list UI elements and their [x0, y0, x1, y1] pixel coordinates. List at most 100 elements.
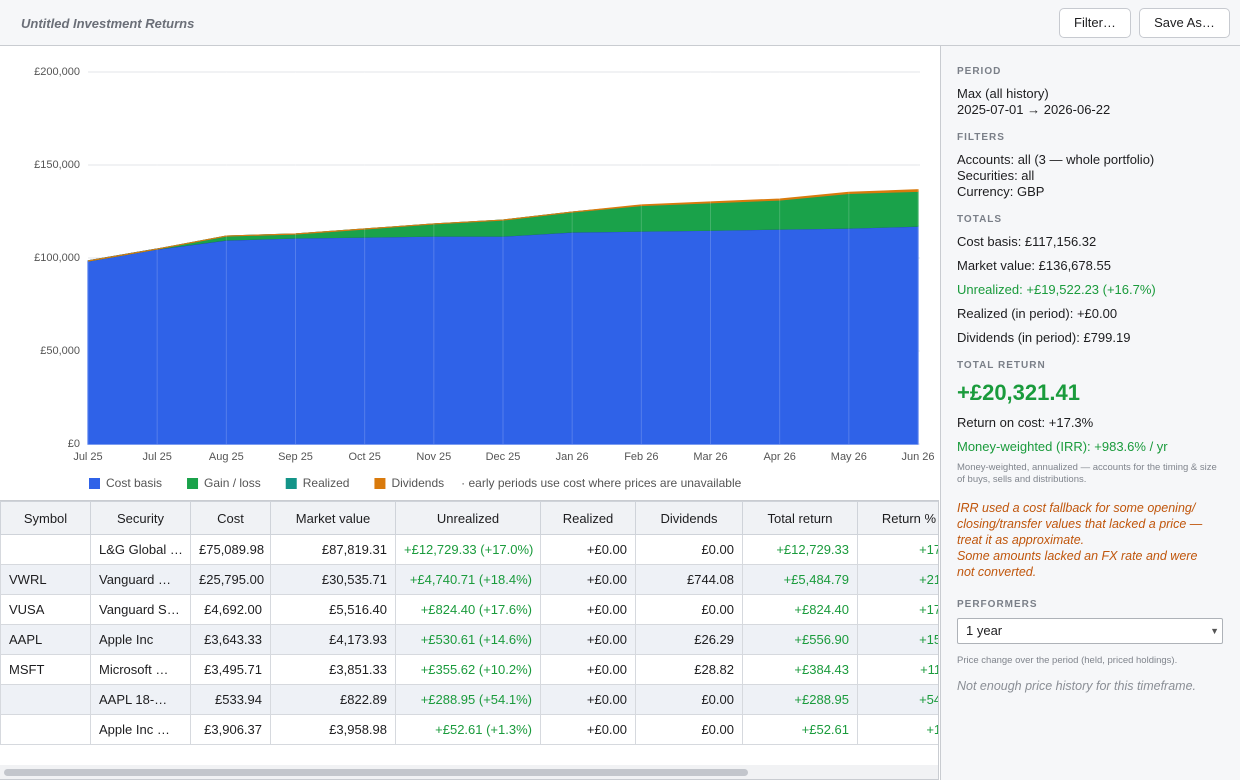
table-cell: +1.3: [857, 714, 938, 745]
holdings-table: Symbol Security Cost Market value Unrealized…: [0, 501, 938, 745]
x-tick-label: Aug 25: [209, 451, 244, 463]
table-cell: +£824.40 (+17.6%): [395, 594, 541, 625]
section-heading: TOTAL RETURN: [957, 360, 1046, 371]
table-cell: +17.0: [857, 534, 938, 565]
column-header: Security: [90, 501, 191, 535]
scrollbar-thumb[interactable]: [4, 769, 748, 776]
legend-swatch: [89, 478, 100, 489]
legend-swatch: [187, 478, 199, 489]
return-line: Return on cost: +17.3%: [957, 415, 1094, 430]
table-cell: [0, 684, 91, 715]
table-cell: £75,089.98: [190, 534, 271, 565]
table-cell: +£0.00: [540, 684, 636, 715]
legend-swatch: [374, 478, 386, 489]
table-cell: £4,173.93: [270, 624, 396, 655]
empty-message: Not enough price history for this timefr…: [957, 679, 1196, 693]
table-cell: +£384.43: [742, 654, 858, 685]
table-cell: +21.3: [857, 564, 938, 595]
column-header: Unrealized: [395, 501, 541, 535]
x-tick-label: Sep 25: [278, 451, 313, 463]
select-arrow: ▼: [1210, 626, 1219, 636]
save-as-button[interactable]: Save As…: [1139, 8, 1230, 38]
table-cell: £0.00: [635, 684, 743, 715]
table-cell: Vanguard …: [90, 564, 191, 595]
table-cell: +£0.00: [540, 564, 636, 595]
legend-label: Realized: [303, 476, 350, 490]
table-cell: AAPL: [0, 624, 91, 655]
filter-text: Accounts: all (3 — whole portfolio): [957, 152, 1155, 167]
table-cell: AAPL 18-…: [90, 684, 191, 715]
column-header: Market value: [270, 501, 396, 535]
y-tick-label: £50,000: [40, 345, 80, 357]
table-cell: +£12,729.33 (+17.0%): [395, 534, 541, 565]
table-cell: +£4,740.71 (+18.4%): [395, 564, 541, 595]
table-cell: +£530.61 (+14.6%): [395, 624, 541, 655]
table-cell: VUSA: [0, 594, 91, 625]
table-cell: [0, 534, 91, 565]
table-cell: +17.6: [857, 594, 938, 625]
select-value: 1 year: [966, 623, 1003, 638]
table-cell: +11.0: [857, 654, 938, 685]
table-cell: +£556.90: [742, 624, 858, 655]
filter-text: Securities: all: [957, 168, 1035, 183]
table-cell: £3,958.98: [270, 714, 396, 745]
table-cell: £87,819.31: [270, 534, 396, 565]
table-cell: Apple Inc: [90, 624, 191, 655]
table-cell: +£288.95 (+54.1%): [395, 684, 541, 715]
table-cell: +£824.40: [742, 594, 858, 625]
legend-label: Dividends: [391, 476, 444, 490]
warning: Some amounts lacked an FX rate and were …: [957, 549, 1198, 579]
x-tick-label: Oct 25: [348, 451, 380, 463]
table-cell: +£0.00: [540, 534, 636, 565]
table-cell: VWRL: [0, 564, 91, 595]
column-header: Total return: [742, 501, 858, 535]
total-line: Dividends (in period): £799.19: [957, 330, 1131, 345]
performers-note: Price change over the period (held, pric…: [957, 655, 1178, 666]
table-cell: £30,535.71: [270, 564, 396, 595]
section-heading: PERFORMERS: [957, 599, 1038, 610]
table-row: MSFT Microsoft … £3,495.71 £3,851.33 +£355.6…: [0, 654, 938, 685]
x-tick-label: Jan 26: [556, 451, 589, 463]
return-line: Money-weighted (IRR): +983.6% / yr: [957, 439, 1168, 454]
table-row: AAPL 18-… £533.94 £822.89 +£288.95 (+54.1%)…: [0, 684, 938, 715]
filter-button[interactable]: Filter…: [1059, 8, 1131, 38]
table-cell: +£52.61 (+1.3%): [395, 714, 541, 745]
table-cell: £28.82: [635, 654, 743, 685]
scrollbar-track: [0, 765, 938, 779]
y-tick-label: £200,000: [34, 66, 80, 78]
table-row: Apple Inc … £3,906.37 £3,958.98 +£52.61 (+1…: [0, 714, 938, 745]
y-tick-label: £0: [68, 438, 80, 450]
total-line: Market value: £136,678.55: [957, 258, 1111, 273]
chart: £0 £50,000 £100,000 £150,000 £200,000 Jul 25 J…: [34, 66, 934, 490]
total-return-value: +£20,321.41: [957, 380, 1080, 405]
section-heading: FILTERS: [957, 132, 1005, 143]
table-cell: Apple Inc …: [90, 714, 191, 745]
table-cell: +£288.95: [742, 684, 858, 715]
column-header: Realized: [540, 501, 636, 535]
table-cell: £3,495.71: [190, 654, 271, 685]
legend-label: Cost basis: [106, 476, 162, 490]
table-row: L&G Global … £75,089.98 £87,819.31 +£12,729…: [0, 534, 938, 565]
column-header: Dividends: [635, 501, 743, 535]
toolbar: Untitled Investment Returns Filter… Save…: [0, 0, 1240, 46]
column-header: Return %: [857, 501, 938, 535]
table-row: VWRL Vanguard … £25,795.00 £30,535.71 +£4,74…: [0, 564, 938, 595]
total-line: Realized (in period): +£0.00: [957, 306, 1118, 321]
x-tick-label: Jul 25: [73, 451, 102, 463]
table-cell: £25,795.00: [190, 564, 271, 595]
table-cell: £26.29: [635, 624, 743, 655]
table-cell: +£12,729.33: [742, 534, 858, 565]
area: [87, 189, 919, 262]
x-tick-label: Apr 26: [763, 451, 795, 463]
table-cell: £3,643.33: [190, 624, 271, 655]
x-tick-label: Jul 25: [142, 451, 171, 463]
filter-text: Currency: GBP: [957, 184, 1045, 199]
x-tick-label: Jun 26: [901, 451, 934, 463]
legend-label: Gain / loss: [204, 476, 261, 490]
table-cell: £744.08: [635, 564, 743, 595]
table-cell: £0.00: [635, 594, 743, 625]
y-tick-label: £150,000: [34, 159, 80, 171]
timeframe-select[interactable]: 1 year ▼: [957, 618, 1223, 644]
x-tick-label: May 26: [831, 451, 867, 463]
